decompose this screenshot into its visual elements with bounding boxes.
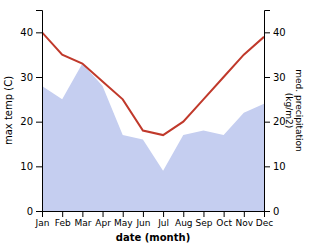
tick-mark [183,211,184,217]
tick-mark [103,211,104,217]
tick-label: May [114,218,133,228]
tick-mark [82,211,83,217]
chart: JanFebMarAprMayJunJulAugSepOctNovDec0102… [0,0,318,247]
tick-mark [36,122,42,123]
tick: Apr [95,211,111,228]
tick-label: 0 [273,206,279,217]
tick-label: Jul [157,218,169,228]
tick: 30 [20,72,42,83]
tick-label: 30 [20,72,33,83]
tick: Feb [55,211,71,228]
tick: Mar [74,211,91,228]
tick-label: 20 [20,116,33,127]
tick-label: 40 [273,27,286,38]
tick-mark [62,211,63,217]
x-axis-line [43,212,265,218]
tick-label: Feb [55,218,71,228]
tick-mark [264,32,270,33]
tick-mark [224,211,225,217]
tick-mark [203,211,204,217]
tick: 10 [20,161,42,172]
tick-mark [264,122,270,123]
tick-mark [123,211,124,217]
tick: 0 [27,206,42,217]
precipitation-area [42,64,264,211]
tick-mark [163,211,164,217]
tick-label: Jan [35,218,50,228]
tick-mark [264,211,270,212]
plot-area: JanFebMarAprMayJunJulAugSepOctNovDec0102… [20,11,285,229]
tick-label: Oct [216,218,232,228]
tick-label: Aug [175,218,193,228]
tick: Nov [236,211,254,228]
x-axis: Jan FebMar AprMayJun Jul AugSep Oct NovDec [35,211,274,228]
y-axis: 0 10 20 30 40 [20,11,42,217]
tick: 40 [20,27,42,38]
y2-axis-line [265,11,271,212]
x-axis-title: date (month) [116,232,190,243]
marks [42,32,264,211]
tick-label: 10 [20,161,33,172]
tick-mark [264,77,270,78]
tick-label: Nov [236,218,254,228]
tick-mark [143,211,144,217]
tick: Sep [195,211,212,228]
tick-label: 20 [273,116,286,127]
tick: May [114,211,133,228]
tick: Aug [175,211,193,228]
tick-mark [36,166,42,167]
tick-mark [36,211,42,212]
tick: Oct [216,211,232,228]
tick: 40 [264,27,286,38]
tick-mark [244,211,245,217]
tick: Jul [157,211,169,228]
tick: 20 [20,116,42,127]
tick: 20 [264,116,286,127]
y-axis-line [36,11,43,212]
tick: Jan [35,211,50,228]
tick-label: 0 [27,206,33,217]
tick-label: 40 [20,27,33,38]
tick-mark [36,77,42,78]
temperature-line [42,32,264,135]
tick-label: Apr [95,218,111,228]
y-axis-title: max temp (C) [3,76,14,145]
tick-label: Sep [195,218,212,228]
tick: 0 [264,206,279,217]
y2-axis-title: med. precipitation(kg/m2) [284,69,304,151]
y2-axis: 0 10 20 30 40 [264,11,286,217]
tick: 30 [264,72,286,83]
tick-label: Jun [135,218,150,228]
tick-mark [264,166,270,167]
tick-mark [36,32,42,33]
tick: Jun [135,211,150,228]
tick: Dec [256,211,273,228]
tick-label: Dec [256,218,273,228]
tick-label: 10 [273,161,286,172]
tick-label: Mar [74,218,91,228]
tick-label: 30 [273,72,286,83]
tick: 10 [264,161,286,172]
